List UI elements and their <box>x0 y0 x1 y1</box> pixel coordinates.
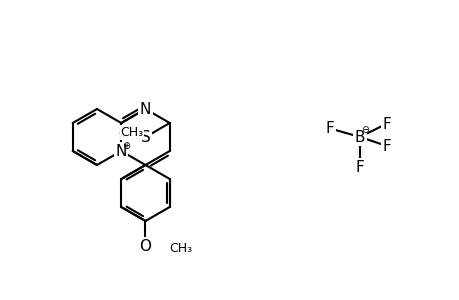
Text: F: F <box>382 139 391 154</box>
Text: F: F <box>382 116 391 131</box>
Text: CH₃: CH₃ <box>169 242 192 255</box>
Text: B: B <box>354 130 364 145</box>
Text: CH₃: CH₃ <box>120 126 144 139</box>
Text: F: F <box>325 121 334 136</box>
Text: N: N <box>115 143 127 158</box>
Text: O: O <box>139 239 151 254</box>
Text: ⊖: ⊖ <box>360 125 368 135</box>
Text: S: S <box>140 130 150 145</box>
Text: ⊕: ⊕ <box>122 141 130 151</box>
Text: N: N <box>140 101 151 116</box>
Text: F: F <box>355 160 364 175</box>
